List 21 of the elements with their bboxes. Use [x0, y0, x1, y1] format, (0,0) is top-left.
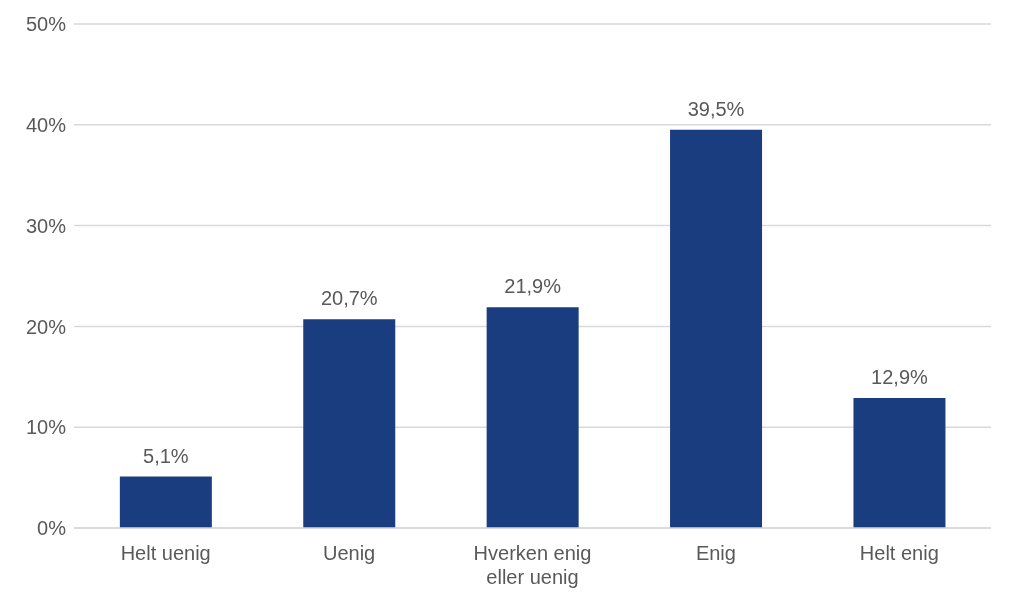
y-tick-label: 20% — [25, 315, 67, 338]
x-tick-label: Helt uenig — [120, 542, 211, 564]
data-label: 12,9% — [871, 365, 929, 388]
y-tick-label: 10% — [25, 416, 67, 439]
data-label: 39,5% — [687, 97, 745, 120]
y-tick-label: 0% — [37, 517, 67, 540]
x-tick-label: Hverken enig eller uenig — [473, 542, 592, 588]
y-tick-label: 30% — [25, 214, 67, 237]
bar — [853, 397, 946, 528]
y-tick-label: 40% — [25, 113, 67, 136]
data-label: 20,7% — [320, 287, 378, 310]
y-tick-label: 50% — [25, 13, 67, 36]
bar — [119, 476, 212, 528]
bar — [303, 319, 396, 528]
bar — [486, 307, 579, 528]
x-tick-label: Enig — [695, 542, 736, 564]
data-label: 21,9% — [504, 275, 562, 298]
x-tick-label: Uenig — [322, 542, 376, 564]
x-tick-label: Helt enig — [859, 542, 939, 564]
data-label: 5,1% — [143, 444, 189, 467]
bar — [670, 129, 763, 528]
